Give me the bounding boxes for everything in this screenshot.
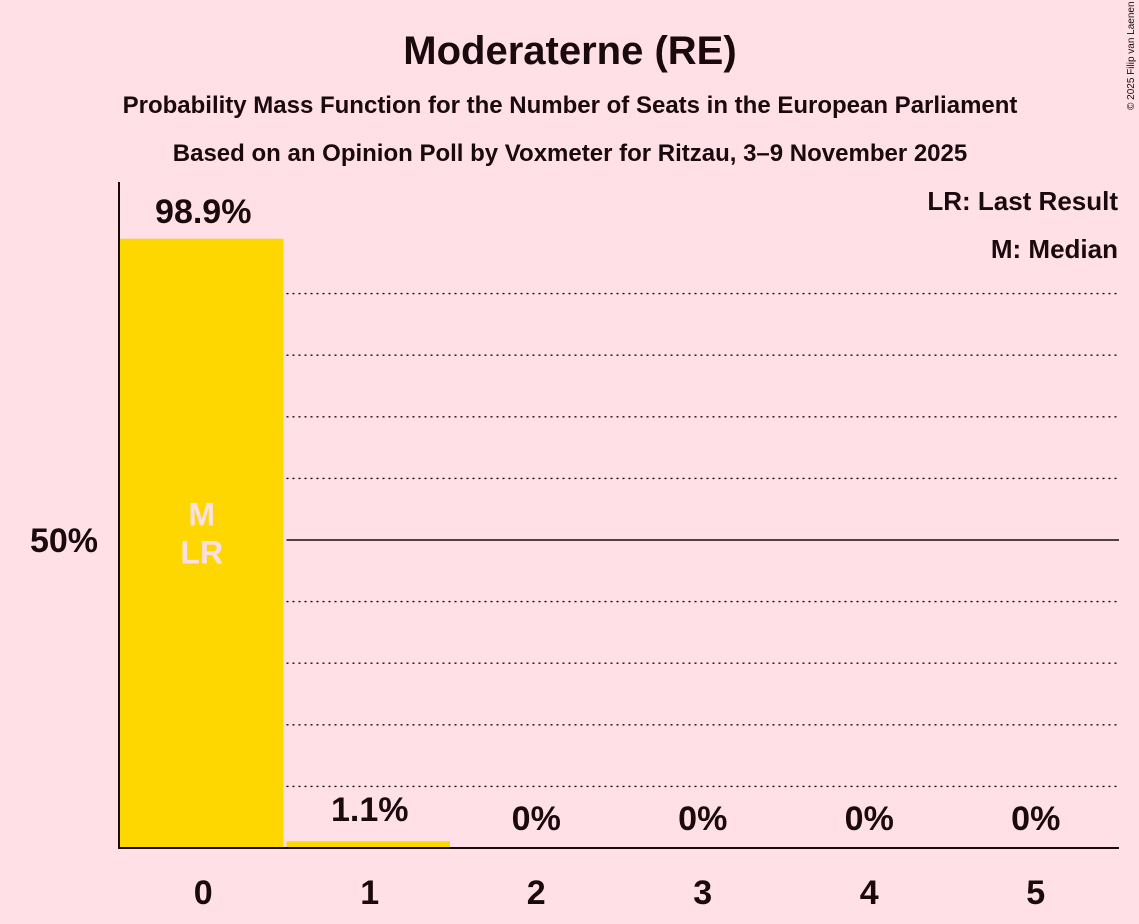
- x-tick-label-4: 4: [860, 874, 879, 912]
- x-tick-label-5: 5: [1026, 874, 1045, 912]
- x-tick-labels: 0 1 2 3 4 5: [194, 874, 1045, 912]
- value-label-seat-5: 0%: [1011, 800, 1060, 838]
- chart-title: Moderaterne (RE): [403, 29, 736, 73]
- x-tick-label-0: 0: [194, 874, 213, 912]
- value-label-seat-0: 98.9%: [155, 193, 251, 231]
- legend-last-result: LR: Last Result: [927, 186, 1118, 216]
- markers: MLR: [180, 496, 223, 570]
- median-marker: M: [188, 496, 215, 532]
- value-label-seat-1: 1.1%: [331, 791, 409, 829]
- y-tick-label-50: 50%: [30, 522, 98, 560]
- value-label-seat-2: 0%: [512, 800, 561, 838]
- chart-source: Based on an Opinion Poll by Voxmeter for…: [173, 140, 967, 167]
- x-tick-label-2: 2: [527, 874, 546, 912]
- bar-seat-1: [286, 841, 450, 848]
- bars: [120, 238, 450, 848]
- gridlines: [286, 292, 1119, 788]
- bar-seat-0: [120, 238, 284, 848]
- legend-median: M: Median: [991, 234, 1118, 264]
- value-labels: 98.9% 1.1% 0% 0% 0% 0%: [155, 193, 1060, 838]
- value-label-seat-4: 0%: [845, 800, 894, 838]
- value-label-seat-3: 0%: [678, 800, 727, 838]
- copyright-text: © 2025 Filip van Laenen: [1126, 1, 1137, 110]
- x-tick-label-1: 1: [360, 874, 379, 912]
- chart-subtitle: Probability Mass Function for the Number…: [123, 92, 1018, 119]
- x-tick-label-3: 3: [693, 874, 712, 912]
- last-result-marker: LR: [180, 534, 223, 570]
